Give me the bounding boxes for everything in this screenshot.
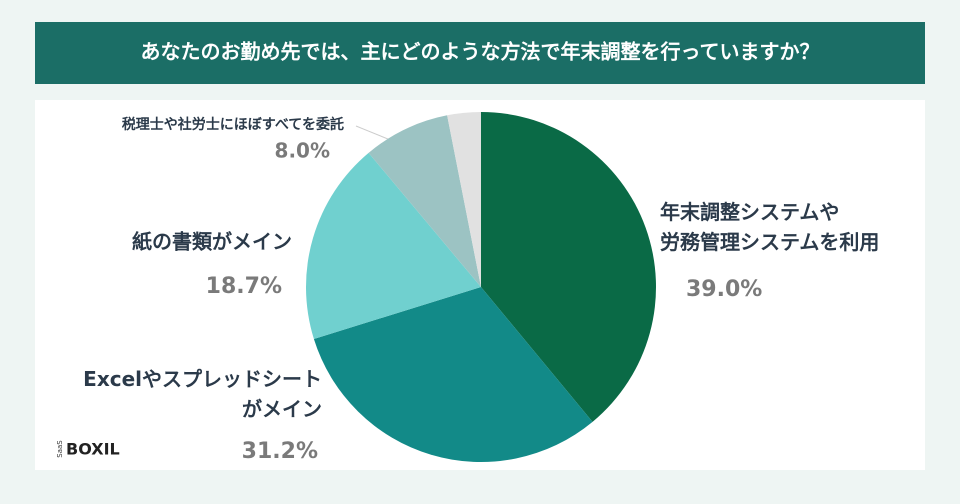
slice-label: 税理士や社労士にほぼすべてを委託	[122, 116, 344, 133]
title-bar	[35, 22, 925, 84]
slice-label: 紙の書類がメイン	[132, 230, 292, 254]
chart-title: あなたのお勤め先では、主にどのような方法で年末調整を行っていますか？	[141, 40, 820, 64]
value-label: 31.2%	[242, 439, 318, 464]
logo-tag: SaaS	[56, 440, 64, 458]
pie-slice	[447, 112, 481, 287]
pie-slice	[368, 115, 481, 287]
slice-label: 年末調整システムや労務管理システムを利用	[660, 200, 879, 254]
value-label: 18.7%	[206, 274, 282, 299]
value-label: 8.0%	[275, 139, 330, 163]
pie-slice	[481, 112, 656, 422]
pie-slice	[306, 152, 481, 339]
pie-slice	[313, 287, 593, 462]
logo: BOXIL	[66, 440, 120, 459]
slice-label: Excelやスプレッドシートがメイン	[83, 367, 322, 421]
value-label: 39.0%	[686, 277, 762, 302]
